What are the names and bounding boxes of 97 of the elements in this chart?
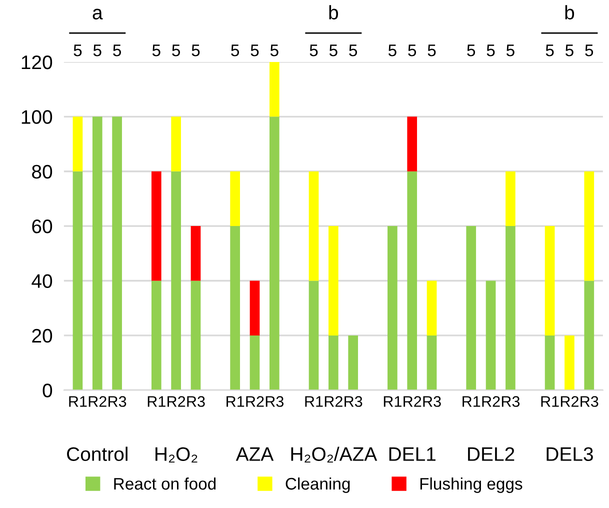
text: 5 <box>546 44 554 56</box>
bar <box>407 171 418 390</box>
text: 5 <box>388 44 396 56</box>
text: 5 <box>486 44 495 56</box>
text: b <box>329 5 338 20</box>
text: 5 <box>152 44 160 56</box>
bar <box>328 335 338 390</box>
text: 5 <box>172 44 180 56</box>
bar <box>151 171 162 281</box>
legend-label: Cleaning <box>286 477 350 493</box>
x-tick-label: R1 <box>305 396 323 407</box>
bar <box>348 335 358 390</box>
x-tick-label: R3 <box>266 396 284 407</box>
text: AZA <box>236 447 274 461</box>
x-tick-label: R2 <box>88 396 106 407</box>
bar <box>270 116 280 390</box>
text: 5 <box>506 44 514 56</box>
x-tick-label: R1 <box>226 396 244 407</box>
text: H₂O₂ <box>156 447 198 462</box>
bar <box>270 62 280 117</box>
text: 5 <box>231 44 240 56</box>
bar <box>506 171 516 226</box>
y-tick-label: 100 <box>22 110 52 124</box>
y-tick-label: 120 <box>22 55 52 70</box>
text: 5 <box>250 44 259 56</box>
text: DEL3 <box>546 447 593 461</box>
x-tick-label: R1 <box>541 396 559 407</box>
x-tick-label: R2 <box>168 396 186 407</box>
text: 5 <box>74 44 82 56</box>
bar <box>230 171 240 226</box>
x-tick-label: R2 <box>482 396 500 407</box>
bar <box>466 226 476 390</box>
y-tick-label: 60 <box>32 220 52 234</box>
bar <box>426 335 437 390</box>
x-tick-label: R3 <box>108 396 126 407</box>
bar <box>190 280 201 390</box>
x-tick-label: R2 <box>246 396 264 407</box>
text: 5 <box>113 44 121 56</box>
bar <box>506 226 516 390</box>
y-tick-label: 80 <box>32 164 52 179</box>
text: 5 <box>408 44 416 56</box>
text: 5 <box>349 44 358 56</box>
bar <box>92 116 102 390</box>
bar <box>486 280 496 390</box>
bar <box>171 116 181 172</box>
legend-label: Flushing eggs <box>420 477 522 493</box>
x-tick-label: R3 <box>580 396 598 407</box>
x-tick-label: R1 <box>462 396 480 407</box>
text: 5 <box>93 44 102 56</box>
legend-label: React on food <box>114 477 216 490</box>
bar <box>250 335 260 390</box>
bar <box>151 280 162 390</box>
bar <box>112 116 122 390</box>
bar <box>250 280 260 336</box>
text: 5 <box>467 44 476 56</box>
text: DEL1 <box>389 447 436 461</box>
x-tick-label: R1 <box>148 396 166 407</box>
text: H₂O₂/AZA <box>291 446 378 462</box>
x-tick-label: R3 <box>423 396 441 407</box>
bar <box>190 226 201 281</box>
text: a <box>92 8 103 20</box>
x-tick-label: R3 <box>344 396 362 407</box>
text: 5 <box>270 44 278 56</box>
bar <box>328 226 338 336</box>
x-tick-label: R3 <box>187 396 205 407</box>
text: Control <box>67 446 128 461</box>
bar <box>72 116 83 172</box>
text: 5 <box>428 44 436 56</box>
y-tick-label: 40 <box>32 274 52 288</box>
text: 5 <box>566 44 574 56</box>
bar <box>308 280 319 390</box>
bar <box>388 226 398 390</box>
x-tick-label: R2 <box>324 396 342 407</box>
text: 5 <box>329 44 338 56</box>
x-tick-label: R1 <box>69 396 87 407</box>
bar <box>230 226 240 390</box>
bar <box>426 280 437 336</box>
text: 5 <box>192 44 200 56</box>
text: 5 <box>310 44 318 56</box>
bar <box>544 226 555 336</box>
bar <box>564 335 574 390</box>
bar <box>407 116 418 172</box>
y-tick-label: 20 <box>32 328 52 343</box>
bar <box>171 171 181 390</box>
x-tick-label: R1 <box>384 396 402 407</box>
bar <box>584 171 594 281</box>
bar <box>544 335 555 390</box>
bar <box>72 171 83 390</box>
bar <box>308 171 319 281</box>
y-tick-label: 0 <box>42 384 52 398</box>
x-tick-label: R2 <box>404 396 422 407</box>
text: DEL2 <box>468 447 514 461</box>
text: 5 <box>585 44 594 56</box>
bar <box>584 280 594 390</box>
x-tick-label: R3 <box>502 396 520 407</box>
text: b <box>565 5 574 20</box>
x-tick-label: R2 <box>560 396 578 407</box>
